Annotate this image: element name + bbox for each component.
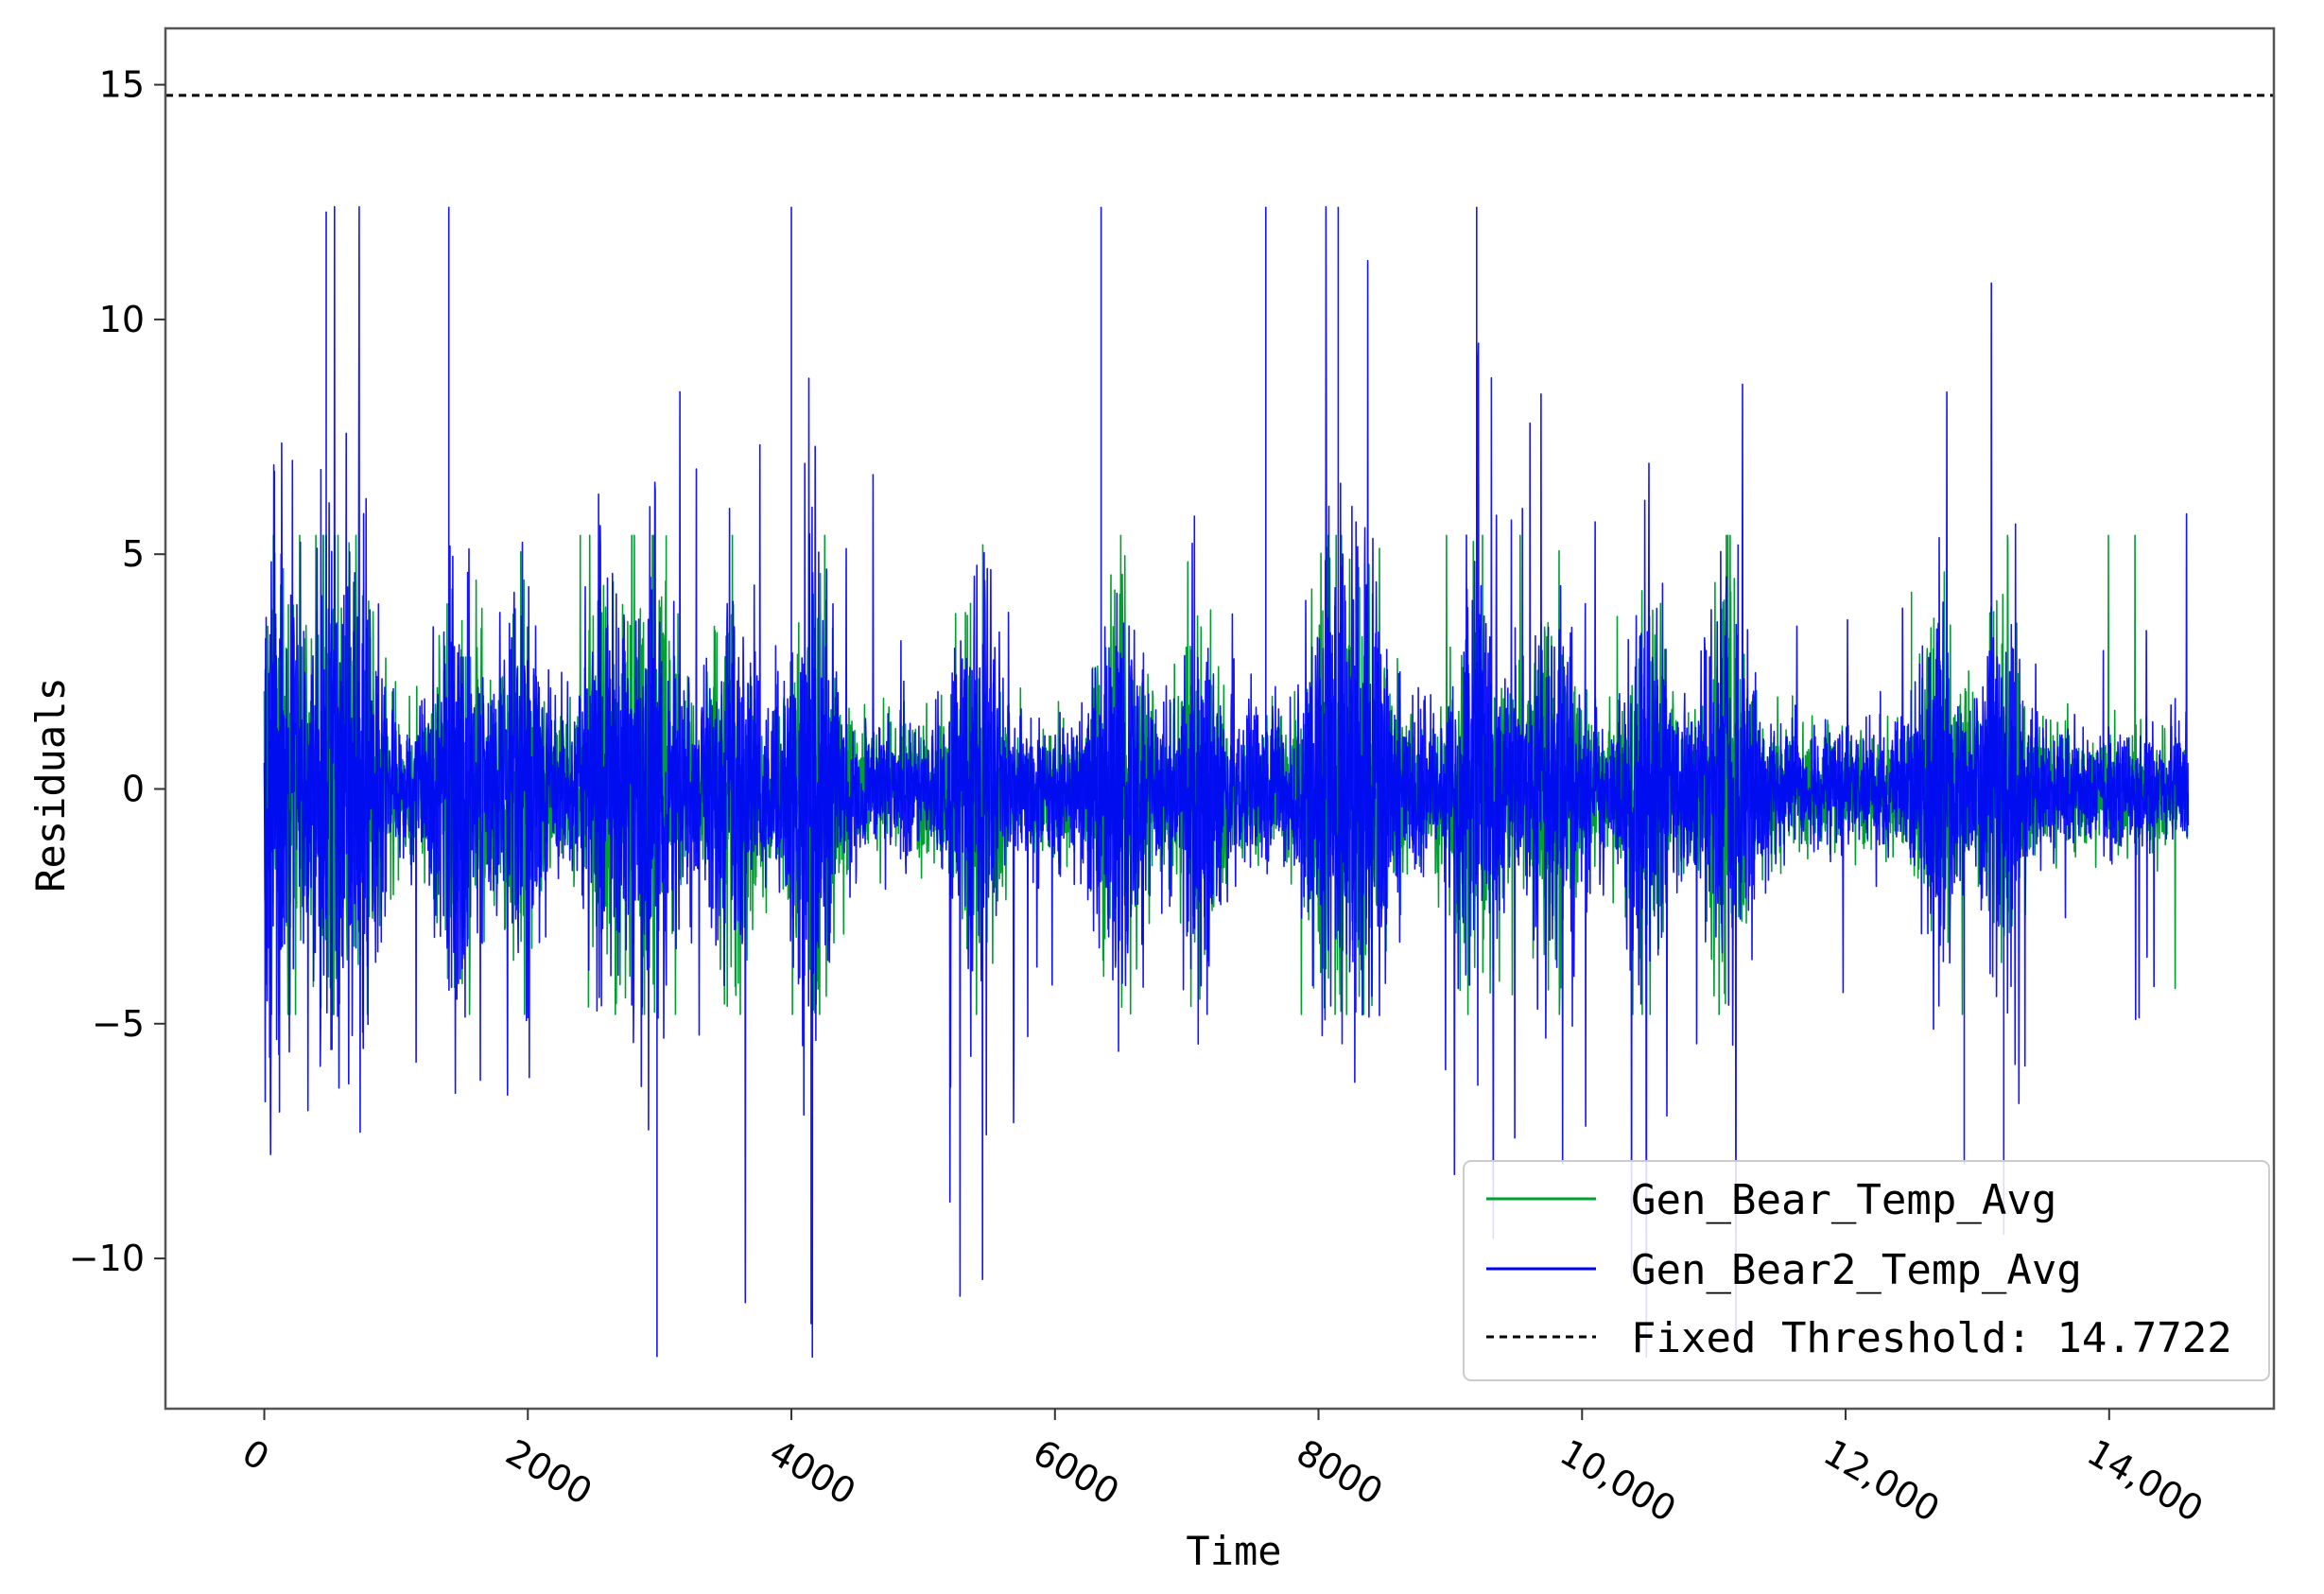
x-tick-label-6: 12,000 — [1817, 1431, 1947, 1531]
x-tick-label-3: 6000 — [1026, 1431, 1126, 1513]
legend: Gen_Bear_Temp_Avg Gen_Bear2_Temp_Avg Fix… — [1463, 1160, 2270, 1381]
plot-frame — [164, 26, 2276, 1411]
y-tick-label-0: −10 — [69, 1238, 145, 1279]
y-tick-label-2: 0 — [122, 768, 145, 809]
x-axis-label: Time — [1186, 1528, 1281, 1574]
y-tick-label-5: 15 — [99, 64, 145, 106]
y-tick-label-3: 5 — [122, 533, 145, 575]
x-tick-label-4: 8000 — [1290, 1431, 1390, 1513]
legend-label-gen-bear2: Gen_Bear2_Temp_Avg — [1631, 1246, 2082, 1294]
x-tick-label-1: 2000 — [499, 1431, 599, 1513]
legend-frame — [1463, 1160, 2270, 1381]
y-axis-label: Residuals — [27, 677, 74, 892]
x-axis: 0 2000 4000 6000 8000 10,000 12,000 14,000 — [235, 1409, 2210, 1531]
series-line-gen-bear2 — [263, 205, 2190, 1359]
y-tick-label-4: 10 — [99, 299, 145, 340]
y-axis: −10 −5 0 5 10 15 — [69, 64, 165, 1279]
legend-label-threshold: Fixed Threshold: 14.7722 — [1631, 1314, 2232, 1362]
legend-label-gen-bear: Gen_Bear_Temp_Avg — [1631, 1176, 2056, 1224]
x-tick-label-0: 0 — [235, 1431, 276, 1479]
x-tick-label-7: 14,000 — [2080, 1431, 2210, 1531]
x-tick-label-5: 10,000 — [1553, 1431, 1683, 1531]
y-tick-label-1: −5 — [92, 1003, 145, 1045]
x-tick-label-2: 4000 — [763, 1431, 863, 1513]
series-layer — [263, 205, 2190, 1359]
